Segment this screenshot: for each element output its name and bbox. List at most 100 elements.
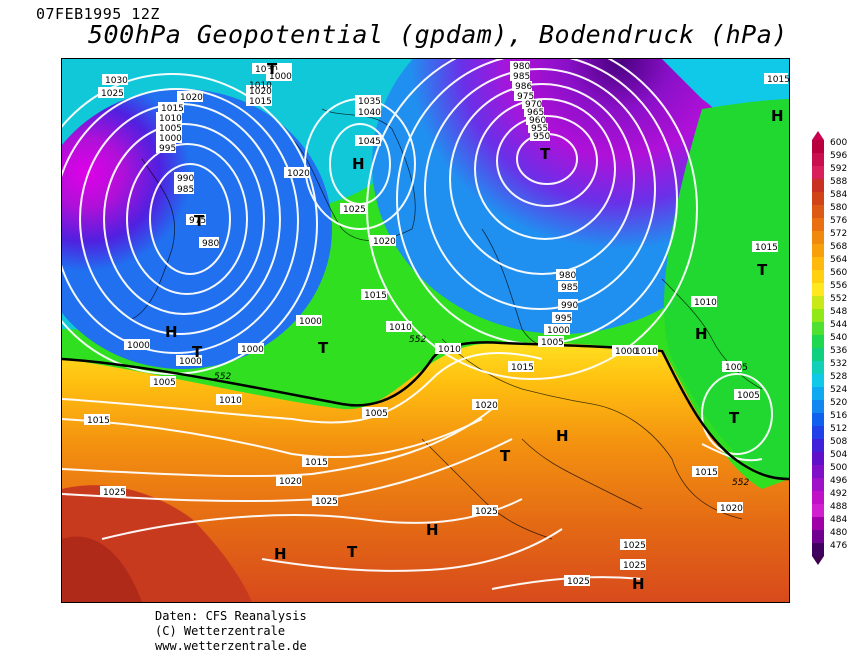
isobar-label: 1000 <box>612 345 638 357</box>
colorbar-cell <box>812 504 824 517</box>
svg-text:980: 980 <box>513 62 530 72</box>
svg-text:1020: 1020 <box>287 169 310 179</box>
svg-text:1005: 1005 <box>541 338 564 348</box>
svg-text:985: 985 <box>513 72 530 82</box>
isobar-label: 1010 <box>691 296 717 308</box>
isobar-label: 1000 <box>124 339 150 351</box>
colorbar-cell <box>812 231 824 244</box>
colorbar-cell <box>812 244 824 257</box>
isobar-label: 985 <box>510 71 530 82</box>
isobar-label: 1035 <box>355 95 381 107</box>
isobar-label: 1010 <box>435 343 461 355</box>
svg-text:1025: 1025 <box>343 205 366 215</box>
svg-text:1030: 1030 <box>105 76 128 86</box>
weather-map: 1030 1025 1020 1015 1010 1005 1000 995 9… <box>61 58 790 603</box>
colorbar-label: 592 <box>830 164 848 174</box>
map-title: 500hPa Geopotential (gpdam), Bodendruck … <box>88 20 788 49</box>
colorbar-label: 524 <box>830 385 848 395</box>
svg-text:1005: 1005 <box>737 391 760 401</box>
svg-text:1000: 1000 <box>159 134 182 144</box>
colorbar-label: 536 <box>830 346 848 356</box>
svg-text:1000: 1000 <box>127 341 150 351</box>
isobar-label: 1005 <box>538 336 564 348</box>
isobar-label: 1015 <box>508 361 534 373</box>
colorbar-cells <box>812 140 824 556</box>
svg-text:990: 990 <box>177 174 194 184</box>
low-pressure-symbol: T <box>267 60 278 78</box>
colorbar-cell <box>812 153 824 166</box>
isobar-label: 990 <box>174 172 194 184</box>
isobar-label: 985 <box>174 183 194 195</box>
colorbar-label: 500 <box>830 463 848 473</box>
svg-text:1005: 1005 <box>365 409 388 419</box>
colorbar-cell <box>812 517 824 530</box>
colorbar-label: 508 <box>830 437 848 447</box>
high-pressure-symbol: H <box>274 545 287 563</box>
map-svg: 1030 1025 1020 1015 1010 1005 1000 995 9… <box>62 59 789 602</box>
colorbar-cell <box>812 335 824 348</box>
low-pressure-symbol: T <box>192 343 203 361</box>
svg-text:1005: 1005 <box>159 124 182 134</box>
isobar-label: 1000 <box>266 70 292 82</box>
isobar-label: 1005 <box>734 389 760 401</box>
svg-text:1010: 1010 <box>438 345 461 355</box>
svg-text:1020: 1020 <box>720 504 743 514</box>
isobar-label: 1025 <box>620 559 646 571</box>
low-pressure-symbol: T <box>194 212 205 230</box>
colorbar-label: 516 <box>830 411 848 421</box>
isobar-label: 975 <box>186 214 206 226</box>
colorbar-cell <box>812 530 824 543</box>
svg-text:1025: 1025 <box>101 89 124 99</box>
colorbar-label: 556 <box>830 281 848 291</box>
colorbar-label: 540 <box>830 333 848 343</box>
colorbar-cell <box>812 426 824 439</box>
isobar-label: 970 <box>522 99 542 110</box>
colorbar-bottom-arrow <box>812 556 824 565</box>
colorbar-cell <box>812 218 824 231</box>
low-pressure-symbol: T <box>347 543 358 561</box>
svg-text:1000: 1000 <box>547 326 570 336</box>
svg-text:1005: 1005 <box>725 363 748 373</box>
svg-text:1015: 1015 <box>767 75 789 85</box>
svg-text:1025: 1025 <box>623 561 646 571</box>
contour-552-label: 552 <box>214 372 231 382</box>
colorbar-label: 576 <box>830 216 848 226</box>
svg-text:1000: 1000 <box>269 72 292 82</box>
svg-text:1010: 1010 <box>159 114 182 124</box>
high-pressure-symbol: H <box>556 427 569 445</box>
high-pressure-symbol: H <box>771 107 784 125</box>
contour-552-label: 552 <box>732 478 749 488</box>
low-pressure-symbol: T <box>729 409 740 427</box>
credits: Daten: CFS Reanalysis (C) Wetterzentrale… <box>155 609 307 654</box>
high-pressure-symbol: H <box>426 521 439 539</box>
colorbar-cell <box>812 322 824 335</box>
colorbar-cell <box>812 478 824 491</box>
colorbar-label: 584 <box>830 190 848 200</box>
isobar-label: 1015 <box>302 456 328 468</box>
colorbar-label: 504 <box>830 450 848 460</box>
isobar-label: 1005 <box>722 361 748 373</box>
svg-text:960: 960 <box>529 116 546 126</box>
colorbar-label: 532 <box>830 359 848 369</box>
colorbar-cell <box>812 543 824 556</box>
svg-text:980: 980 <box>202 239 219 249</box>
svg-text:1025: 1025 <box>315 497 338 507</box>
high-pressure-symbol: H <box>352 155 365 173</box>
colorbar-label: 600 <box>830 138 848 148</box>
svg-text:950: 950 <box>533 132 550 142</box>
svg-text:1010: 1010 <box>694 298 717 308</box>
colorbar-label: 488 <box>830 502 848 512</box>
svg-text:1035: 1035 <box>358 97 381 107</box>
map-date: 07FEB1995 12Z <box>36 5 160 23</box>
svg-text:1025: 1025 <box>475 507 498 517</box>
isobar-label: 1005 <box>362 407 388 419</box>
svg-text:1025: 1025 <box>623 541 646 551</box>
svg-text:965: 965 <box>527 108 544 118</box>
colorbar-top-arrow <box>812 131 824 140</box>
colorbar-cell <box>812 465 824 478</box>
credit-copyright: (C) Wetterzentrale <box>155 624 286 638</box>
isobar-label: 960 <box>526 115 546 126</box>
high-pressure-symbol: H <box>165 323 178 341</box>
svg-text:1020: 1020 <box>249 87 272 97</box>
isobar-label: 1015 <box>692 466 718 478</box>
